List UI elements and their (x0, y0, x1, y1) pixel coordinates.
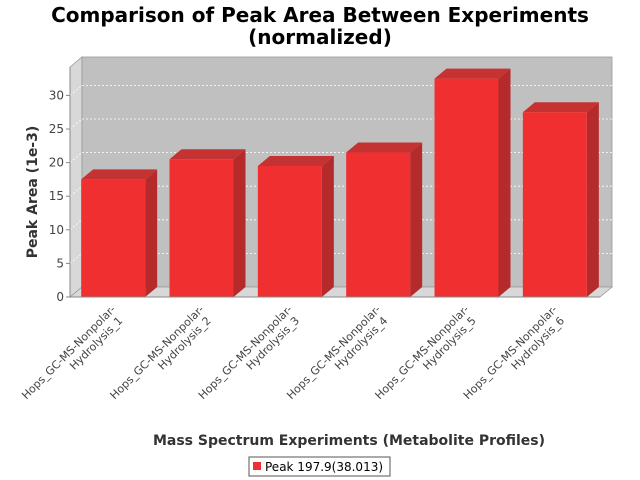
bar-side (321, 155, 334, 297)
bar (169, 149, 246, 297)
x-tick-label-line: Hops_GC-MS-Nonpolar- (284, 303, 383, 402)
plot-side-wall (69, 56, 83, 298)
y-tick-label: 5 (56, 256, 64, 270)
x-axis-label: Mass Spectrum Experiments (Metabolite Pr… (153, 433, 545, 449)
bar (257, 155, 334, 297)
bar-front (169, 159, 234, 297)
x-tick-label-line: Hops_GC-MS-Nonpolar- (108, 303, 207, 402)
bar-side (410, 142, 423, 297)
bar-side (586, 102, 599, 297)
legend: Peak 197.9(38.013) (248, 456, 391, 477)
y-tick-label: 25 (49, 122, 64, 136)
legend-label: Peak 197.9(38.013) (265, 460, 383, 474)
bar-top (346, 142, 423, 153)
y-axis-label: Peak Area (1e-3) (25, 126, 41, 259)
bar-top (522, 102, 599, 113)
gridline-side (69, 118, 83, 130)
chart-title: Comparison of Peak Area Between Experime… (51, 3, 589, 49)
x-axis: Hops_GC-MS-Nonpolar-Hydrolysis_1Hops_GC-… (19, 296, 600, 411)
bar (522, 102, 599, 297)
y-tick-label: 10 (49, 223, 64, 237)
bar-side (233, 149, 246, 297)
x-tick-label-line: Hops_GC-MS-Nonpolar- (461, 303, 560, 402)
gridline-side (69, 219, 83, 231)
gridline-side (69, 85, 83, 96)
bar-front (434, 78, 499, 297)
bar (81, 169, 158, 297)
y-tick-label: 30 (49, 88, 64, 102)
gridline-side (69, 185, 83, 197)
bar-front (257, 165, 322, 297)
bar (346, 142, 423, 297)
x-tick-label-line: Hops_GC-MS-Nonpolar- (196, 303, 295, 402)
chart-title-line: (normalized) (248, 25, 392, 49)
legend-box (248, 456, 391, 477)
y-axis: 0 5 10 15 20 25 30 (49, 67, 71, 304)
x-tick-label-line: Hops_GC-MS-Nonpolar- (373, 303, 472, 402)
bar-top (81, 169, 158, 180)
x-tick-label-line: Hops_GC-MS-Nonpolar- (19, 303, 118, 402)
bar (434, 68, 511, 297)
bars (81, 68, 599, 297)
bar-top (257, 155, 334, 166)
y-tick-label: 0 (56, 290, 64, 304)
bar-front (81, 179, 146, 297)
chart-title-line: Comparison of Peak Area Between Experime… (51, 3, 589, 27)
bar-top (169, 149, 246, 160)
bar-top (434, 68, 511, 79)
bar-side (498, 68, 511, 297)
gridline-side (69, 253, 83, 264)
y-tick-label: 20 (49, 156, 64, 170)
x-tick-label: Hops_GC-MS-Nonpolar-Hydrolysis_6 (461, 303, 569, 411)
legend-swatch (253, 462, 261, 470)
y-tick-label: 15 (49, 189, 64, 203)
bar-front (522, 112, 587, 297)
bar-front (346, 152, 411, 297)
bar-side (145, 169, 158, 297)
gridline-side (69, 152, 83, 163)
